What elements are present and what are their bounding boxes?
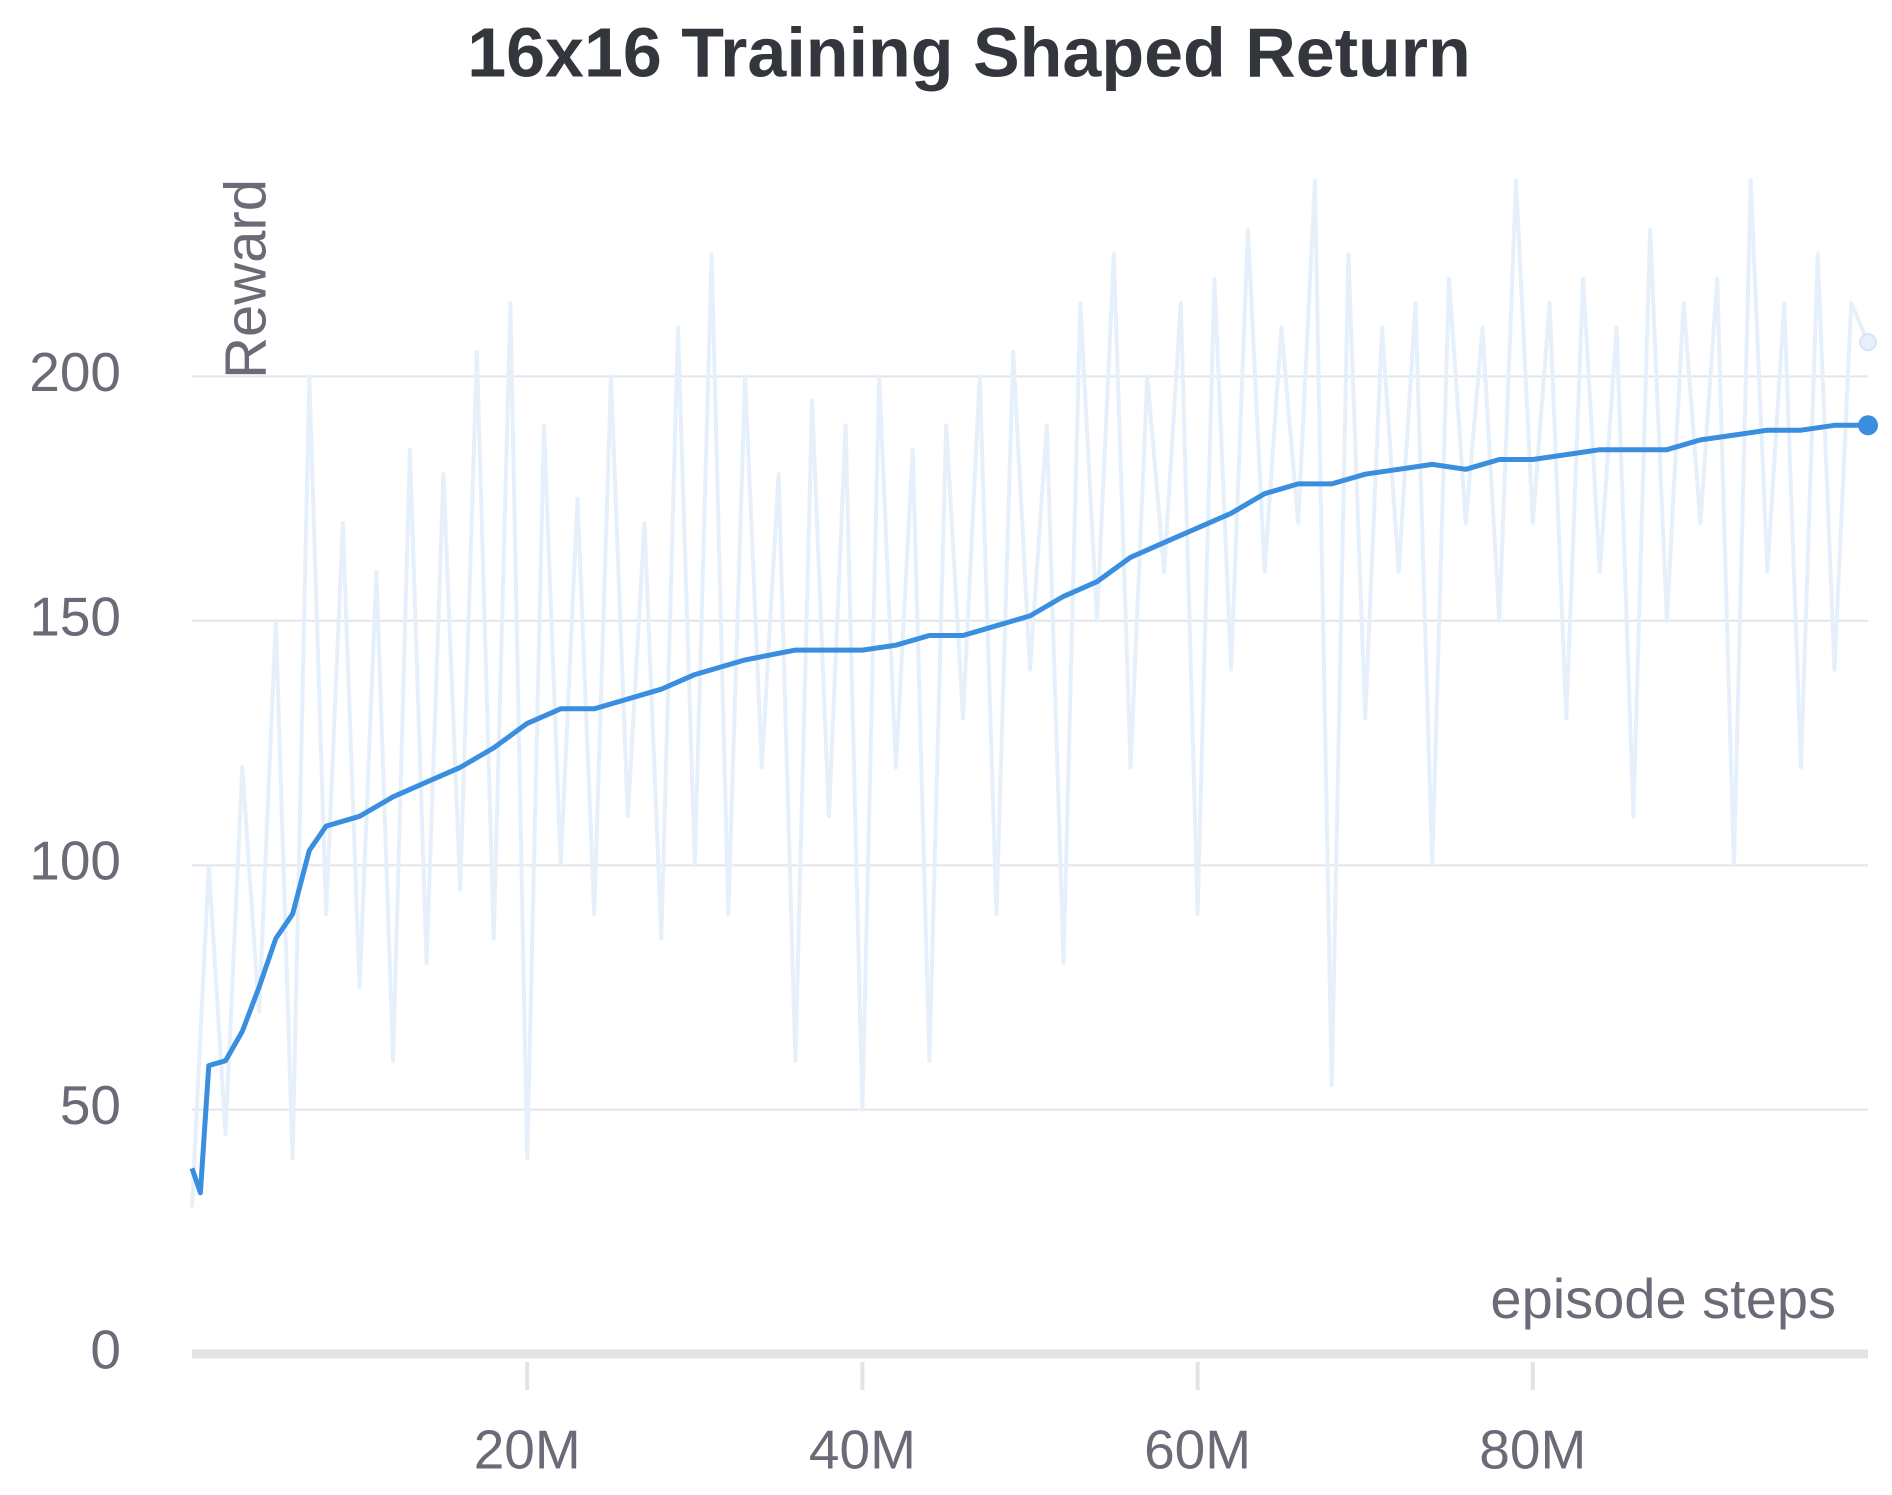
y-tick-label: 200 — [29, 341, 121, 403]
series-line — [189, 422, 1868, 1196]
chart-title: 16x16 Training Shaped Return — [467, 13, 1471, 91]
x-axis-label: episode steps — [1490, 1267, 1836, 1330]
x-tick-label: 20M — [474, 1419, 581, 1481]
y-tick-label: 150 — [29, 585, 121, 647]
y-tick-label: 100 — [29, 830, 121, 892]
x-tick-label: 80M — [1479, 1419, 1586, 1481]
x-tick-label: 60M — [1144, 1419, 1251, 1481]
end-marker — [1859, 333, 1877, 352]
y-tick-label: 0 — [90, 1319, 121, 1381]
series-line — [190, 178, 1870, 1208]
y-axis-label: Reward — [213, 179, 278, 379]
end-marker — [1858, 415, 1878, 436]
x-tick-label: 40M — [809, 1419, 916, 1481]
y-tick-label: 50 — [60, 1074, 121, 1136]
